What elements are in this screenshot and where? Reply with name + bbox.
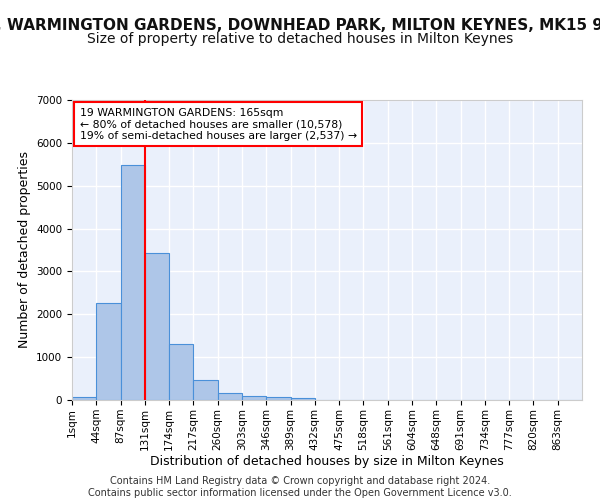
Bar <box>242 396 266 400</box>
Bar <box>218 393 242 400</box>
Bar <box>193 380 218 400</box>
Text: Size of property relative to detached houses in Milton Keynes: Size of property relative to detached ho… <box>87 32 513 46</box>
Bar <box>96 302 121 400</box>
Bar <box>72 397 96 400</box>
Bar <box>169 344 193 400</box>
Text: 19, WARMINGTON GARDENS, DOWNHEAD PARK, MILTON KEYNES, MK15 9BP: 19, WARMINGTON GARDENS, DOWNHEAD PARK, M… <box>0 18 600 32</box>
Bar <box>121 165 145 400</box>
Bar <box>145 253 169 400</box>
Bar <box>290 398 315 400</box>
Text: Contains HM Land Registry data © Crown copyright and database right 2024.
Contai: Contains HM Land Registry data © Crown c… <box>88 476 512 498</box>
Bar <box>266 398 290 400</box>
Text: 19 WARMINGTON GARDENS: 165sqm
← 80% of detached houses are smaller (10,578)
19% : 19 WARMINGTON GARDENS: 165sqm ← 80% of d… <box>80 108 357 140</box>
X-axis label: Distribution of detached houses by size in Milton Keynes: Distribution of detached houses by size … <box>150 456 504 468</box>
Y-axis label: Number of detached properties: Number of detached properties <box>17 152 31 348</box>
